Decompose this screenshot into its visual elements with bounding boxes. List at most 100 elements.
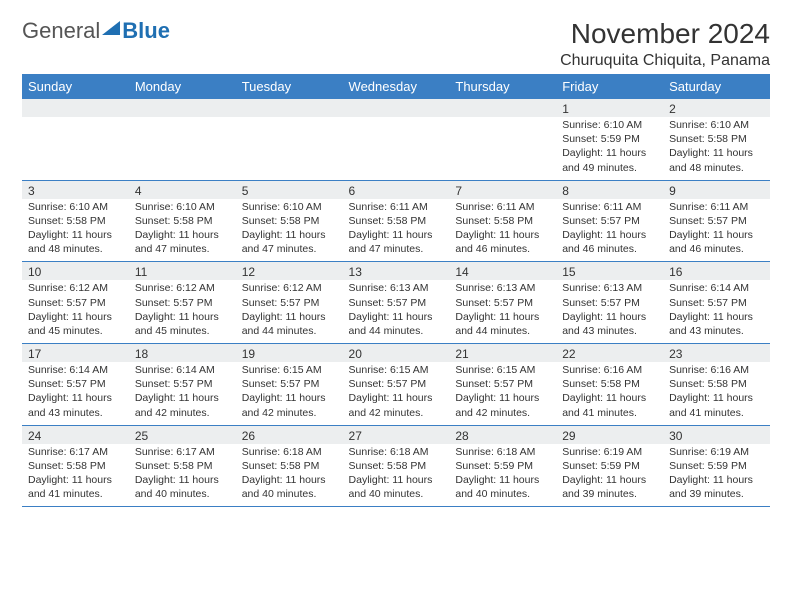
daylight1-text: Daylight: 11 hours: [242, 310, 337, 324]
daylight1-text: Daylight: 11 hours: [28, 228, 123, 242]
location-label: Churuquita Chiquita, Panama: [560, 52, 770, 70]
day-number-cell: 16: [663, 262, 770, 281]
day-number-cell: 22: [556, 344, 663, 363]
daylight2-text: and 42 minutes.: [135, 406, 230, 420]
day-number-row: 10111213141516: [22, 262, 770, 281]
sunset-text: Sunset: 5:57 PM: [135, 296, 230, 310]
daylight1-text: Daylight: 11 hours: [669, 473, 764, 487]
daylight1-text: Daylight: 11 hours: [562, 473, 657, 487]
day-number-cell: 24: [22, 425, 129, 444]
day-number-cell: 25: [129, 425, 236, 444]
daylight1-text: Daylight: 11 hours: [349, 391, 444, 405]
daylight1-text: Daylight: 11 hours: [135, 310, 230, 324]
day-number-cell: 27: [343, 425, 450, 444]
daylight2-text: and 40 minutes.: [455, 487, 550, 501]
day-of-week-header: Thursday: [449, 74, 556, 99]
day-number-cell: 10: [22, 262, 129, 281]
day-number-cell: 23: [663, 344, 770, 363]
day-content-row: Sunrise: 6:10 AMSunset: 5:58 PMDaylight:…: [22, 199, 770, 262]
logo-triangle-icon: [102, 21, 120, 35]
day-content-cell: Sunrise: 6:14 AMSunset: 5:57 PMDaylight:…: [22, 362, 129, 425]
day-of-week-row: SundayMondayTuesdayWednesdayThursdayFrid…: [22, 74, 770, 99]
sunrise-text: Sunrise: 6:17 AM: [135, 445, 230, 459]
sunrise-text: Sunrise: 6:11 AM: [669, 200, 764, 214]
logo-text-general: General: [22, 18, 100, 44]
day-content-cell: Sunrise: 6:16 AMSunset: 5:58 PMDaylight:…: [663, 362, 770, 425]
day-content-cell: Sunrise: 6:11 AMSunset: 5:58 PMDaylight:…: [449, 199, 556, 262]
sunset-text: Sunset: 5:58 PM: [28, 459, 123, 473]
day-content-cell: [129, 117, 236, 180]
day-content-cell: Sunrise: 6:12 AMSunset: 5:57 PMDaylight:…: [22, 280, 129, 343]
day-content-cell: Sunrise: 6:17 AMSunset: 5:58 PMDaylight:…: [129, 444, 236, 507]
day-content-cell: Sunrise: 6:15 AMSunset: 5:57 PMDaylight:…: [236, 362, 343, 425]
daylight2-text: and 46 minutes.: [562, 242, 657, 256]
day-of-week-header: Tuesday: [236, 74, 343, 99]
day-content-cell: [343, 117, 450, 180]
sunset-text: Sunset: 5:59 PM: [562, 459, 657, 473]
daylight1-text: Daylight: 11 hours: [242, 228, 337, 242]
day-content-cell: Sunrise: 6:15 AMSunset: 5:57 PMDaylight:…: [449, 362, 556, 425]
day-content-cell: [449, 117, 556, 180]
daylight2-text: and 48 minutes.: [669, 161, 764, 175]
sunrise-text: Sunrise: 6:14 AM: [669, 281, 764, 295]
logo: General Blue: [22, 18, 170, 44]
sunset-text: Sunset: 5:57 PM: [135, 377, 230, 391]
day-content-cell: Sunrise: 6:10 AMSunset: 5:58 PMDaylight:…: [236, 199, 343, 262]
daylight2-text: and 46 minutes.: [669, 242, 764, 256]
daylight1-text: Daylight: 11 hours: [562, 391, 657, 405]
day-number-cell: 21: [449, 344, 556, 363]
sunset-text: Sunset: 5:59 PM: [669, 459, 764, 473]
sunset-text: Sunset: 5:58 PM: [455, 214, 550, 228]
daylight1-text: Daylight: 11 hours: [455, 310, 550, 324]
daylight1-text: Daylight: 11 hours: [28, 310, 123, 324]
day-of-week-header: Saturday: [663, 74, 770, 99]
day-number-cell: 3: [22, 180, 129, 199]
sunrise-text: Sunrise: 6:19 AM: [669, 445, 764, 459]
sunrise-text: Sunrise: 6:15 AM: [455, 363, 550, 377]
day-number-cell: 8: [556, 180, 663, 199]
title-block: November 2024 Churuquita Chiquita, Panam…: [560, 18, 770, 70]
daylight1-text: Daylight: 11 hours: [349, 310, 444, 324]
day-content-cell: Sunrise: 6:14 AMSunset: 5:57 PMDaylight:…: [663, 280, 770, 343]
day-content-cell: Sunrise: 6:11 AMSunset: 5:57 PMDaylight:…: [556, 199, 663, 262]
daylight2-text: and 39 minutes.: [562, 487, 657, 501]
day-number-cell: [343, 99, 450, 117]
day-content-cell: Sunrise: 6:14 AMSunset: 5:57 PMDaylight:…: [129, 362, 236, 425]
day-content-row: Sunrise: 6:17 AMSunset: 5:58 PMDaylight:…: [22, 444, 770, 507]
daylight2-text: and 45 minutes.: [135, 324, 230, 338]
sunrise-text: Sunrise: 6:12 AM: [28, 281, 123, 295]
day-number-cell: 15: [556, 262, 663, 281]
daylight1-text: Daylight: 11 hours: [669, 146, 764, 160]
sunset-text: Sunset: 5:58 PM: [28, 214, 123, 228]
daylight2-text: and 39 minutes.: [669, 487, 764, 501]
daylight2-text: and 41 minutes.: [28, 487, 123, 501]
sunset-text: Sunset: 5:58 PM: [669, 377, 764, 391]
daylight1-text: Daylight: 11 hours: [562, 228, 657, 242]
day-number-row: 3456789: [22, 180, 770, 199]
day-content-row: Sunrise: 6:12 AMSunset: 5:57 PMDaylight:…: [22, 280, 770, 343]
day-content-cell: [236, 117, 343, 180]
sunset-text: Sunset: 5:58 PM: [669, 132, 764, 146]
day-content-cell: Sunrise: 6:19 AMSunset: 5:59 PMDaylight:…: [663, 444, 770, 507]
sunset-text: Sunset: 5:57 PM: [28, 377, 123, 391]
daylight1-text: Daylight: 11 hours: [349, 473, 444, 487]
sunrise-text: Sunrise: 6:16 AM: [669, 363, 764, 377]
sunset-text: Sunset: 5:57 PM: [455, 377, 550, 391]
day-content-cell: Sunrise: 6:18 AMSunset: 5:58 PMDaylight:…: [236, 444, 343, 507]
day-content-cell: Sunrise: 6:13 AMSunset: 5:57 PMDaylight:…: [556, 280, 663, 343]
sunrise-text: Sunrise: 6:10 AM: [669, 118, 764, 132]
day-number-cell: 6: [343, 180, 450, 199]
sunrise-text: Sunrise: 6:13 AM: [349, 281, 444, 295]
day-number-cell: 20: [343, 344, 450, 363]
daylight1-text: Daylight: 11 hours: [669, 391, 764, 405]
day-of-week-header: Wednesday: [343, 74, 450, 99]
sunset-text: Sunset: 5:57 PM: [349, 377, 444, 391]
daylight2-text: and 40 minutes.: [242, 487, 337, 501]
sunrise-text: Sunrise: 6:18 AM: [242, 445, 337, 459]
sunrise-text: Sunrise: 6:17 AM: [28, 445, 123, 459]
daylight1-text: Daylight: 11 hours: [135, 473, 230, 487]
day-number-cell: 9: [663, 180, 770, 199]
sunset-text: Sunset: 5:58 PM: [135, 214, 230, 228]
daylight2-text: and 40 minutes.: [349, 487, 444, 501]
day-content-cell: Sunrise: 6:10 AMSunset: 5:58 PMDaylight:…: [22, 199, 129, 262]
